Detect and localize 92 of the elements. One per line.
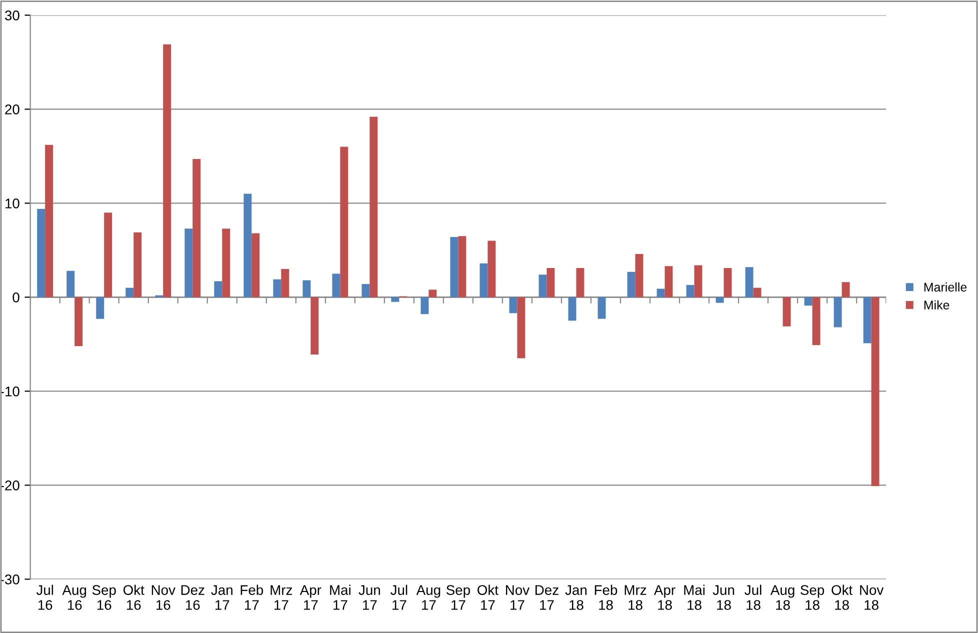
x-tick-label: Jun 18	[712, 585, 734, 610]
bar	[370, 116, 378, 298]
x-tick-label: Nov 17	[506, 585, 530, 610]
bar	[716, 297, 724, 303]
bar	[568, 297, 576, 321]
bar	[458, 236, 466, 298]
bar	[598, 297, 606, 319]
bar	[163, 44, 172, 298]
bar	[391, 297, 400, 302]
bar	[214, 281, 222, 298]
bar	[192, 159, 201, 298]
x-tick-label: Jan 18	[565, 585, 587, 610]
bar	[576, 268, 584, 298]
bar	[450, 237, 458, 298]
bar	[834, 297, 842, 328]
bar	[745, 267, 754, 298]
x-tick-label: Dez 16	[181, 585, 204, 610]
bar	[546, 268, 555, 298]
x-tick-label: Mrz 18	[624, 585, 646, 610]
bar	[517, 297, 526, 358]
x-tick-label: Jul 18	[744, 584, 762, 610]
x-tick-label: Jul 16	[36, 584, 54, 610]
bar	[488, 240, 496, 298]
bar	[782, 297, 791, 326]
bar	[362, 284, 370, 298]
bar	[627, 272, 636, 298]
y-tick-label: 20	[5, 104, 20, 114]
x-tick-label: Mai 18	[684, 584, 705, 610]
bar	[244, 194, 252, 298]
bar	[45, 144, 54, 298]
bar	[812, 297, 820, 346]
bar	[480, 263, 488, 298]
x-tick-label: Jun 17	[358, 585, 380, 610]
bar	[724, 268, 732, 298]
y-tick-label: 10	[6, 198, 20, 208]
bar	[252, 233, 260, 298]
x-tick-label: Nov 18	[860, 585, 884, 610]
bar	[96, 297, 104, 319]
x-tick-label: Aug 18	[770, 585, 794, 610]
bar	[74, 297, 83, 346]
bar	[871, 297, 880, 486]
x-tick-label: Okt 17	[478, 584, 498, 610]
bar	[126, 288, 134, 298]
bar	[104, 212, 112, 298]
x-tick-label: Apr 18	[654, 585, 676, 610]
bar	[420, 297, 429, 314]
bar	[184, 228, 193, 298]
x-tick-label: Jul 17	[390, 584, 408, 610]
y-tick-label: 0	[12, 292, 20, 302]
x-tick-label: Apr 17	[300, 585, 322, 610]
bar	[332, 274, 340, 298]
x-tick-label: Aug 17	[416, 585, 440, 610]
bar	[509, 297, 518, 314]
bar	[804, 297, 812, 306]
x-tick-label: Feb 18	[594, 584, 618, 610]
bar	[310, 297, 319, 355]
x-tick-label: Okt 16	[123, 584, 144, 610]
x-tick-label: Sep 16	[92, 585, 116, 610]
x-tick-label: Nov 16	[152, 585, 176, 610]
legend-label: Marielle	[924, 282, 967, 292]
bar	[66, 270, 75, 298]
x-tick-label: Sep 17	[446, 585, 470, 610]
bar	[694, 265, 702, 298]
y-tick-label: -30	[0, 574, 20, 584]
bar	[538, 274, 547, 298]
bar	[656, 288, 665, 298]
x-tick-label: Mai 17	[330, 584, 350, 610]
bar	[664, 266, 673, 298]
x-tick-label: Mrz 17	[270, 585, 292, 610]
bar	[273, 279, 282, 298]
y-tick-label: -20	[0, 480, 20, 490]
x-tick-label: Dez 17	[536, 585, 558, 610]
bar	[134, 232, 142, 298]
bar	[302, 280, 311, 298]
x-tick-label: Okt 18	[832, 584, 853, 610]
bar	[222, 228, 230, 298]
bar	[686, 284, 694, 298]
legend-label: Mike	[924, 300, 950, 310]
bar	[842, 282, 850, 298]
bar	[37, 208, 46, 298]
bar	[753, 288, 762, 298]
x-tick-label: Aug 16	[62, 585, 86, 610]
bar	[863, 297, 872, 344]
bar	[635, 254, 644, 298]
bar	[340, 146, 348, 298]
bar	[428, 290, 437, 298]
x-tick-label: Feb 17	[240, 584, 264, 610]
x-tick-label: Jan 17	[211, 585, 232, 610]
y-tick-label: 30	[4, 10, 20, 20]
bar	[281, 268, 290, 298]
y-tick-label: -10	[0, 386, 20, 396]
x-tick-label: Sep 18	[800, 585, 824, 610]
